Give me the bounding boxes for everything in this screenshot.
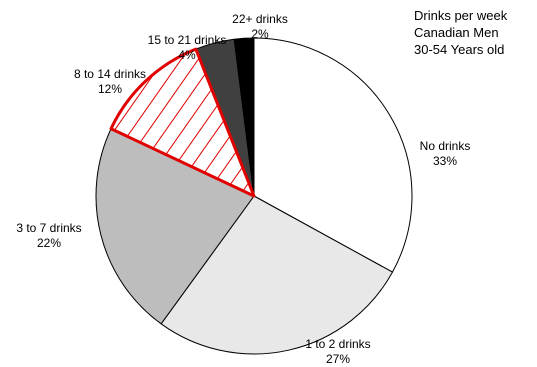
slice-label-3-to-7: 3 to 7 drinks — [16, 221, 81, 235]
slice-labels: No drinks 33% 1 to 2 drinks 27% 3 to 7 d… — [16, 12, 470, 366]
slice-percent-15-to-21: 4% — [178, 48, 196, 62]
slice-label-1-to-2: 1 to 2 drinks — [305, 337, 370, 351]
slice-percent-no-drinks: 33% — [433, 154, 457, 168]
pie-slice-22-plus — [233, 37, 255, 197]
slice-percent-8-to-14: 12% — [98, 82, 122, 96]
pie-slice-8-to-14 — [109, 47, 256, 198]
slice-label-22-plus: 22+ drinks — [232, 12, 288, 26]
pie-slices — [95, 37, 413, 355]
title-line-2: Canadian Men — [414, 25, 499, 40]
slice-percent-1-to-2: 27% — [326, 352, 350, 366]
title-line-3: 30-54 Years old — [414, 42, 504, 57]
slice-label-8-to-14: 8 to 14 drinks — [74, 67, 146, 81]
slice-percent-3-to-7: 22% — [37, 236, 61, 250]
slice-percent-22-plus: 2% — [251, 27, 269, 41]
slice-label-15-to-21: 15 to 21 drinks — [148, 33, 227, 47]
title-line-1: Drinks per week — [414, 8, 508, 23]
slice-label-no-drinks: No drinks — [420, 139, 471, 153]
chart-title: Drinks per week Canadian Men 30-54 Years… — [414, 8, 508, 57]
pie-slice-no-drinks — [253, 37, 413, 273]
pie-slice-1-to-2 — [160, 195, 393, 355]
